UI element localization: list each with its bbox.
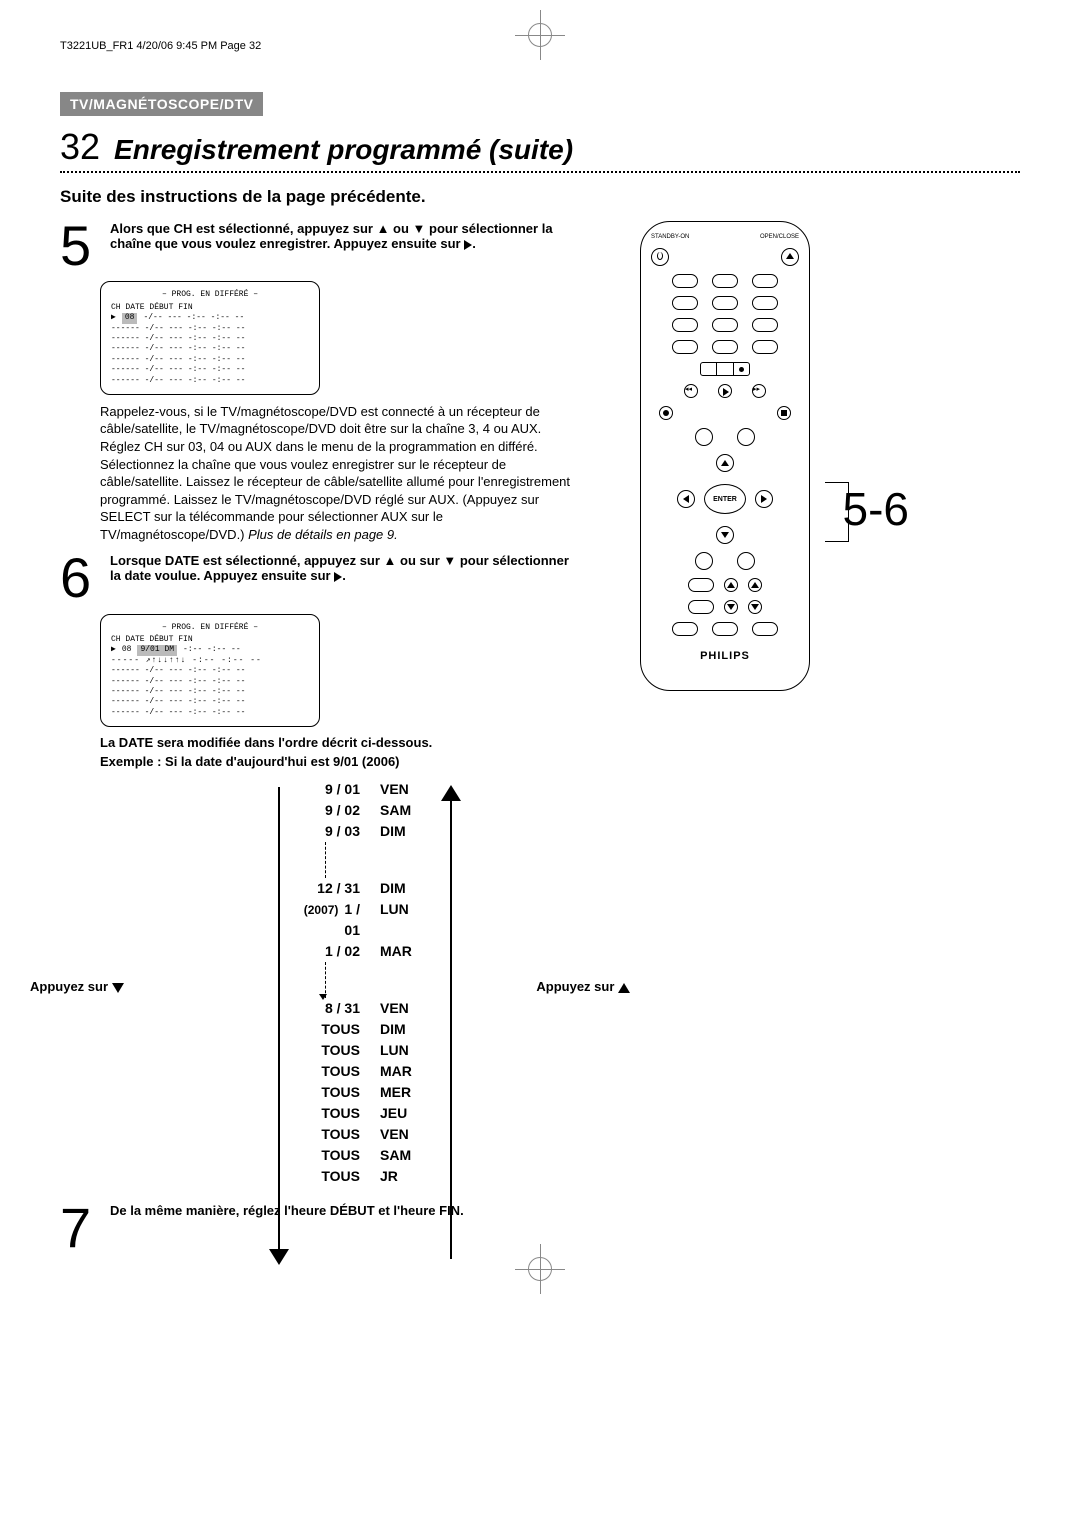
ch-up-button[interactable]: [724, 578, 738, 592]
remote-button[interactable]: [672, 622, 698, 636]
remote-button[interactable]: [712, 296, 738, 310]
remote-circle-button[interactable]: [737, 428, 755, 446]
remote-control: STANDBY-ON OPEN/CLOSE ◂◂ ▸▸: [640, 221, 810, 691]
record-button[interactable]: [659, 406, 673, 420]
nav-right-button[interactable]: [755, 490, 773, 508]
remote-button[interactable]: [712, 274, 738, 288]
remote-button[interactable]: [752, 340, 778, 354]
nav-cluster: ENTER: [665, 454, 785, 544]
crop-mark-top: [515, 10, 565, 60]
remote-circle-button[interactable]: [695, 552, 713, 570]
subtitle: Suite des instructions de la page précéd…: [60, 187, 1020, 207]
remote-button[interactable]: [688, 600, 714, 614]
crop-mark-bottom: [515, 1244, 565, 1294]
osd-box-step5: – PROG. EN DIFFÉRÉ – CH DATE DÉBUT FIN ▶…: [100, 281, 320, 395]
ch-down-button[interactable]: [724, 600, 738, 614]
step-6-example: Exemple : Si la date d'aujourd'hui est 9…: [100, 754, 580, 769]
remote-circle-button[interactable]: [695, 428, 713, 446]
remote-rect-button[interactable]: [700, 362, 750, 376]
remote-button[interactable]: [752, 318, 778, 332]
rewind-button[interactable]: ◂◂: [684, 384, 698, 398]
date-diagram: 9 / 01VEN 9 / 02SAM 9 / 03DIM 12 / 31DIM…: [150, 779, 570, 1187]
remote-button[interactable]: [672, 340, 698, 354]
remote-button[interactable]: [712, 340, 738, 354]
appuyez-left: Appuyez sur: [30, 979, 124, 994]
step-6-line1: La DATE sera modifiée dans l'ordre décri…: [100, 735, 580, 750]
step-5-text: Alors que CH est sélectionné, appuyez su…: [110, 221, 553, 251]
down-triangle-icon: [112, 983, 124, 993]
vol-up-button[interactable]: [748, 578, 762, 592]
step-5-paragraph: Rappelez-vous, si le TV/magnétoscope/DVD…: [100, 403, 580, 543]
nav-down-button[interactable]: [716, 526, 734, 544]
remote-button[interactable]: [672, 318, 698, 332]
arrow-down-icon: [269, 1249, 289, 1265]
page-title: Enregistrement programmé (suite): [114, 134, 573, 166]
stop-button[interactable]: [777, 406, 791, 420]
remote-button[interactable]: [688, 578, 714, 592]
title-row: 32 Enregistrement programmé (suite): [60, 126, 1020, 173]
play-right-icon: [334, 572, 342, 582]
section-tag: TV/MAGNÉTOSCOPE/DTV: [60, 92, 263, 116]
step-6: 6 Lorsque DATE est sélectionné, appuyez …: [60, 553, 580, 603]
callout-step-label: 5-6: [843, 482, 909, 536]
remote-circle-button[interactable]: [737, 552, 755, 570]
remote-button[interactable]: [672, 274, 698, 288]
standby-button[interactable]: [651, 248, 669, 266]
play-button[interactable]: [718, 384, 732, 398]
remote-button[interactable]: [752, 274, 778, 288]
openclose-label: OPEN/CLOSE: [760, 234, 799, 240]
appuyez-right: Appuyez sur: [536, 979, 630, 994]
step-5: 5 Alors que CH est sélectionné, appuyez …: [60, 221, 580, 271]
page-number: 32: [60, 126, 100, 168]
step-5-number: 5: [60, 221, 100, 271]
remote-button[interactable]: [752, 622, 778, 636]
forward-button[interactable]: ▸▸: [752, 384, 766, 398]
step-7-text: De la même manière, réglez l'heure DÉBUT…: [110, 1203, 464, 1218]
openclose-button[interactable]: [781, 248, 799, 266]
nav-left-button[interactable]: [677, 490, 695, 508]
osd-box-step6: – PROG. EN DIFFÉRÉ – CH DATE DÉBUT FIN ▶…: [100, 614, 320, 728]
remote-button[interactable]: [752, 296, 778, 310]
step-6-number: 6: [60, 553, 100, 603]
enter-button[interactable]: ENTER: [704, 484, 746, 514]
remote-button[interactable]: [672, 296, 698, 310]
vol-down-button[interactable]: [748, 600, 762, 614]
nav-up-button[interactable]: [716, 454, 734, 472]
brand-label: PHILIPS: [700, 650, 750, 662]
remote-button[interactable]: [712, 318, 738, 332]
step-7-number: 7: [60, 1203, 100, 1253]
remote-button[interactable]: [712, 622, 738, 636]
arrow-up-icon: [441, 785, 461, 801]
standby-label: STANDBY-ON: [651, 234, 689, 240]
step-7: 7 De la même manière, réglez l'heure DÉB…: [60, 1203, 580, 1253]
